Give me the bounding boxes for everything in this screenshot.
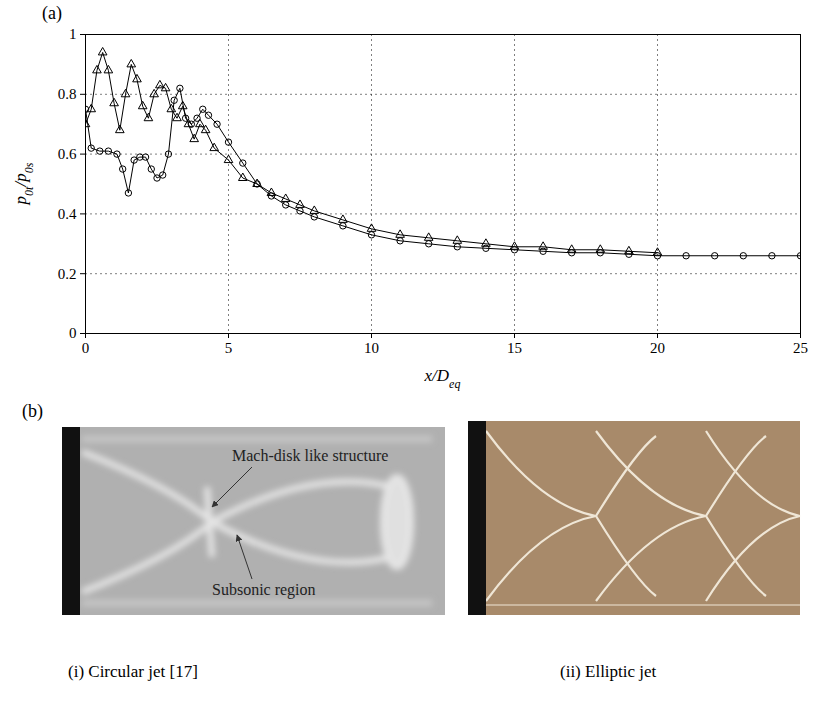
svg-text:0: 0 <box>69 325 77 341</box>
svg-text:p0t/p0s: p0t/p0s <box>11 162 36 205</box>
svg-text:(i) Circular jet [17]: (i) Circular jet [17] <box>68 662 198 681</box>
svg-text:(a): (a) <box>42 3 62 24</box>
svg-text:(ii) Elliptic jet: (ii) Elliptic jet <box>560 662 657 681</box>
svg-text:10: 10 <box>364 340 379 356</box>
svg-text:20: 20 <box>650 340 665 356</box>
svg-text:1: 1 <box>69 26 77 42</box>
svg-text:Subsonic region: Subsonic region <box>212 581 316 599</box>
svg-text:15: 15 <box>507 340 522 356</box>
svg-text:0.4: 0.4 <box>58 206 77 222</box>
svg-text:Mach-disk like structure: Mach-disk like structure <box>232 447 388 464</box>
svg-text:25: 25 <box>793 340 808 356</box>
svg-text:(b): (b) <box>22 401 43 422</box>
svg-text:5: 5 <box>225 340 233 356</box>
svg-text:0.6: 0.6 <box>58 146 77 162</box>
svg-text:0: 0 <box>82 340 90 356</box>
svg-text:0.2: 0.2 <box>58 266 77 282</box>
svg-text:0.8: 0.8 <box>58 86 77 102</box>
svg-text:x/Deq: x/Deq <box>424 366 461 391</box>
